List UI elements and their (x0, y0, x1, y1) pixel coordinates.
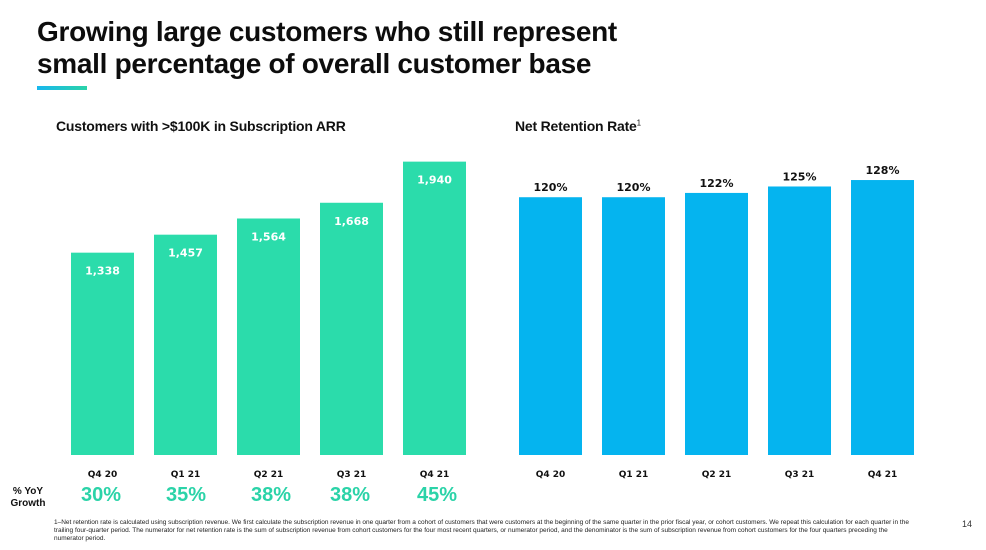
retention-data-label-q4-21: 128% (866, 164, 900, 177)
retention-data-label-q2-21: 122% (700, 177, 734, 190)
retention-bar-q4-20 (519, 197, 582, 455)
footnote: 1–Net retention rate is calculated using… (54, 519, 909, 542)
yoy-growth-label: % YoY Growth (8, 486, 48, 510)
yoy-label-line2: Growth (10, 498, 46, 509)
yoy-value-q2-21: 38% (250, 484, 292, 506)
customers-data-label-q2-21: 1,564 (251, 230, 286, 243)
retention-tick-label-q1-21: Q1 21 (619, 470, 649, 480)
customers-bar-q3-21 (320, 202, 383, 455)
retention-data-label-q3-21: 125% (783, 170, 817, 183)
retention-bar-q4-21 (851, 180, 914, 455)
title-accent-bar (37, 86, 87, 90)
retention-bar-q2-21 (685, 192, 748, 456)
retention-chart-title-text: Net Retention Rate (515, 118, 637, 134)
retention-bar-q3-21 (768, 186, 831, 455)
customers-tick-label-q3-21: Q3 21 (337, 470, 367, 480)
retention-tick-label-q4-20: Q4 20 (536, 470, 566, 480)
customers-chart-title-text: Customers with >$100K in Subscription AR… (56, 118, 346, 134)
yoy-label-line1: % YoY (12, 486, 44, 497)
slide-title-line2: small percentage of overall customer bas… (37, 48, 592, 79)
slide-title-line1: Growing large customers who still repres… (37, 16, 617, 47)
customers-bar-q1-21 (154, 234, 217, 455)
slide-title: Growing large customers who still repres… (37, 16, 617, 80)
customers-tick-label-q2-21: Q2 21 (254, 470, 284, 480)
yoy-value-q1-21: 35% (165, 484, 207, 506)
retention-chart-title: Net Retention Rate1 (515, 118, 641, 134)
retention-data-label-q1-21: 120% (617, 181, 651, 194)
customers-bar-q4-20 (71, 252, 134, 455)
customers-data-label-q1-21: 1,457 (168, 247, 203, 260)
customers-tick-label-q4-20: Q4 20 (88, 470, 118, 480)
retention-data-label-q4-20: 120% (534, 181, 568, 194)
footnote-marker: 1 (636, 118, 641, 128)
yoy-value-q4-20: 30% (80, 484, 122, 506)
yoy-value-q3-21: 38% (329, 484, 371, 506)
customers-data-label-q4-21: 1,940 (417, 174, 452, 187)
customers-tick-label-q4-21: Q4 21 (420, 470, 450, 480)
customers-bar-q2-21 (237, 218, 300, 455)
yoy-value-q4-21: 45% (416, 484, 458, 506)
retention-tick-label-q2-21: Q2 21 (702, 470, 732, 480)
retention-bar-q1-21 (602, 197, 665, 455)
customers-tick-label-q1-21: Q1 21 (171, 470, 201, 480)
retention-tick-label-q3-21: Q3 21 (785, 470, 815, 480)
customers-data-label-q3-21: 1,668 (334, 215, 369, 228)
page-number: 14 (961, 519, 972, 529)
customers-bar-q4-21 (403, 161, 466, 455)
customers-data-label-q4-20: 1,338 (85, 265, 120, 278)
customers-chart-title: Customers with >$100K in Subscription AR… (56, 118, 346, 134)
retention-tick-label-q4-21: Q4 21 (868, 470, 898, 480)
